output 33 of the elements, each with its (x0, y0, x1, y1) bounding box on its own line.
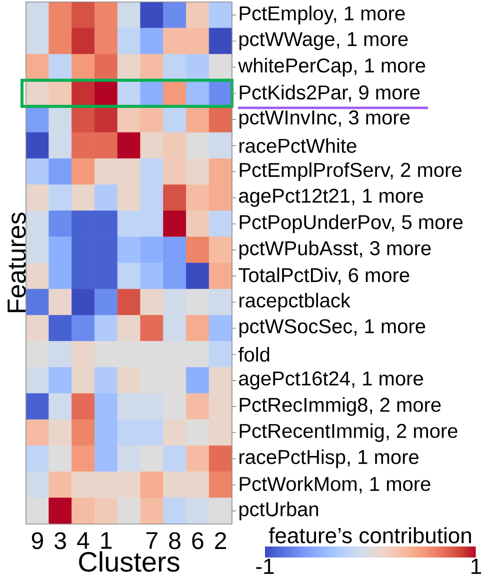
y-tick-label: pctUrban (239, 502, 318, 520)
y-tick-label: PctEmplProfServ, 2 more (240, 162, 462, 181)
x-tick-label: 4 (77, 532, 90, 549)
y-tick-label: PctEmploy, 1 more (240, 6, 405, 24)
x-tick-label: 3 (54, 532, 66, 550)
y-tick-label: racePctHisp, 1 more (240, 449, 418, 468)
color-bar-label: 1 (472, 558, 482, 574)
x-tick-label: 9 (32, 532, 43, 550)
x-tick-label: 7 (146, 532, 158, 549)
y-tick-label: whitePerCap, 1 more (238, 58, 426, 77)
y-tick-label: fold (238, 347, 270, 362)
y-tick-label: PctPopUnderPov, 5 more (240, 214, 463, 234)
y-tick-label: pctWSocSec, 1 more (239, 319, 426, 338)
y-tick-label: PctKids2Par, 9 more (240, 84, 420, 102)
x-tick-label: 8 (169, 532, 180, 550)
y-tick-label: PctWorkMom, 1 more (240, 476, 430, 494)
y-tick-label: pctWWage, 1 more (239, 32, 408, 50)
color-bar-title: feature’s contribution (268, 527, 471, 544)
y-tick-label: agePct12t21, 1 more (239, 188, 423, 207)
y-axis-title: Features (8, 212, 26, 312)
y-tick-label: PctRecentImmig, 2 more (240, 423, 458, 442)
y-tick-label: PctRecImmig8, 2 more (240, 397, 441, 416)
y-tick-label: TotalPctDiv, 6 more (238, 268, 410, 285)
y-tick-label: racePctWhite (240, 138, 356, 153)
x-axis-title: Clusters (79, 551, 180, 572)
color-bar-label: -1 (256, 558, 274, 574)
x-tick-label: 1 (101, 532, 112, 549)
y-tick-label: pctWPubAsst, 3 more (239, 240, 431, 260)
x-tick-label: 6 (192, 532, 204, 550)
y-tick-label: racepctblack (240, 292, 350, 312)
x-tick-label: 2 (215, 532, 226, 549)
y-tick-label: agePct16t24, 1 more (239, 371, 423, 390)
y-tick-label: pctWInvInc, 3 more (239, 110, 410, 129)
